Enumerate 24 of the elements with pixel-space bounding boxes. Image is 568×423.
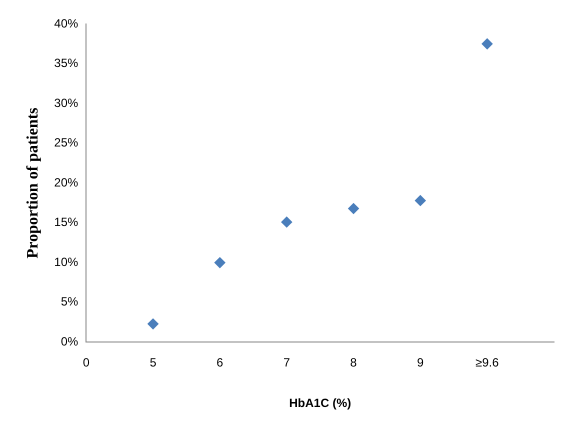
- y-tick-label: 20%: [54, 175, 79, 190]
- y-tick-label: 0%: [60, 334, 79, 349]
- x-tick-label: ≥9.6: [476, 356, 500, 370]
- y-tick-label: 25%: [54, 136, 79, 150]
- x-axis-title: HbA1C (%): [289, 396, 352, 410]
- y-tick-label: 10%: [54, 254, 79, 269]
- point: [148, 318, 159, 330]
- point: [482, 38, 493, 50]
- y-tick-label: 30%: [54, 96, 79, 110]
- x-tick-label: 7: [283, 356, 290, 370]
- point: [214, 257, 226, 268]
- x-tick-label: 5: [150, 356, 157, 370]
- point: [414, 195, 426, 206]
- y-tick-label: 40%: [54, 16, 79, 30]
- x-tick-label: 0: [82, 356, 90, 370]
- y-tick-label: 15%: [54, 215, 79, 230]
- y-tick-label: 35%: [54, 56, 79, 70]
- x-tick-label: 9: [417, 356, 424, 370]
- x-tick-label: 8: [350, 356, 358, 370]
- point: [281, 216, 292, 228]
- point: [348, 203, 360, 214]
- y-tick-label: 5%: [60, 294, 79, 309]
- y-axis-title: Proportion of patients: [24, 108, 42, 259]
- x-tick-label: 6: [216, 356, 224, 370]
